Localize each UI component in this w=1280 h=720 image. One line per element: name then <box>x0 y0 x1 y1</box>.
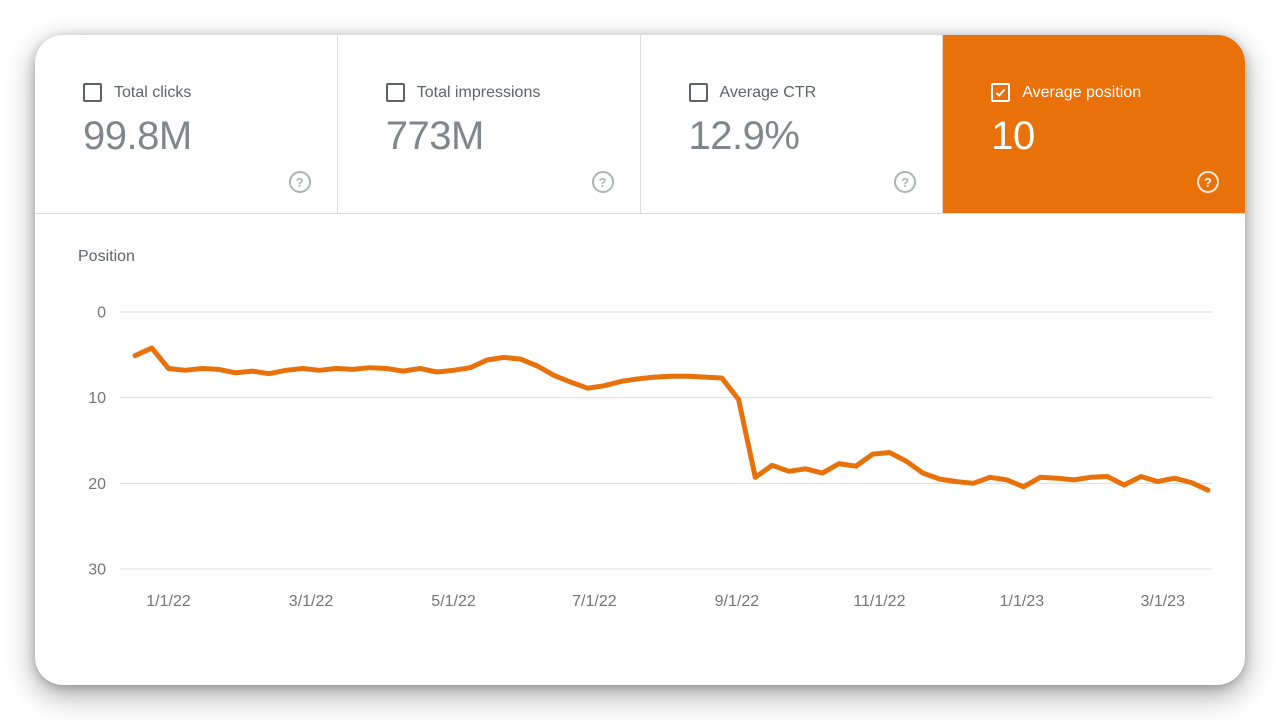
chart-section: Position 0 10 20 30 1/1/22 3/1/22 5/1/22 7/1/22… <box>35 214 1245 626</box>
checkbox-average-ctr[interactable] <box>688 83 708 102</box>
x-axis-label: 11/1/22 <box>853 593 905 610</box>
x-axis-label: 5/1/22 <box>431 593 476 610</box>
position-line-chart: 0 10 20 30 1/1/22 3/1/22 5/1/22 7/1/22 9/1/22 11/… <box>88 305 1212 610</box>
x-axis-label: 9/1/22 <box>715 593 760 610</box>
checkmark-icon <box>996 88 1006 97</box>
metric-label: Average position <box>1022 83 1142 101</box>
help-icon[interactable]: ? <box>591 171 614 193</box>
y-axis-label: 0 <box>97 305 106 322</box>
metric-card-total-clicks[interactable]: Total clicks 99.8M ? <box>35 35 338 213</box>
chart-axis-title: Position <box>78 248 135 265</box>
position-line <box>132 345 1211 493</box>
metric-card-header: Average position <box>991 83 1245 102</box>
metric-card-header: Total clicks <box>83 83 337 102</box>
x-axis-label: 1/1/23 <box>1000 593 1045 610</box>
help-icon[interactable]: ? <box>1197 171 1219 193</box>
x-axis-label: 1/1/22 <box>146 593 191 610</box>
metric-label: Average CTR <box>719 83 817 101</box>
metric-card-header: Average CTR <box>688 83 943 102</box>
checkbox-total-impressions[interactable] <box>385 83 405 102</box>
x-axis-label: 3/1/23 <box>1140 593 1185 610</box>
x-axis-label: 7/1/22 <box>572 593 617 610</box>
y-axis-label: 10 <box>88 390 106 407</box>
help-icon[interactable]: ? <box>894 171 917 193</box>
metric-card-total-impressions[interactable]: Total impressions 773M ? <box>337 35 641 213</box>
metric-value: 99.8M <box>83 114 192 158</box>
checkbox-total-clicks[interactable] <box>83 83 102 102</box>
metric-card-header: Total impressions <box>385 83 640 102</box>
metrics-row: Total clicks 99.8M ? Total impressions 7… <box>35 35 1245 214</box>
metric-card-average-ctr[interactable]: Average CTR 12.9% ? <box>640 35 944 213</box>
checkbox-average-position[interactable] <box>991 83 1011 102</box>
metric-card-average-position[interactable]: Average position 10 ? <box>943 35 1245 213</box>
performance-panel: Total clicks 99.8M ? Total impressions 7… <box>35 35 1245 685</box>
metric-value: 12.9% <box>688 114 800 158</box>
metric-label: Total clicks <box>114 83 192 101</box>
y-axis-label: 20 <box>88 476 106 493</box>
x-axis-label: 3/1/22 <box>289 593 334 610</box>
metric-value: 10 <box>991 114 1035 158</box>
metric-label: Total impressions <box>416 83 541 101</box>
metric-value: 773M <box>385 114 485 158</box>
y-axis-label: 30 <box>88 562 106 579</box>
help-icon[interactable]: ? <box>288 171 311 193</box>
